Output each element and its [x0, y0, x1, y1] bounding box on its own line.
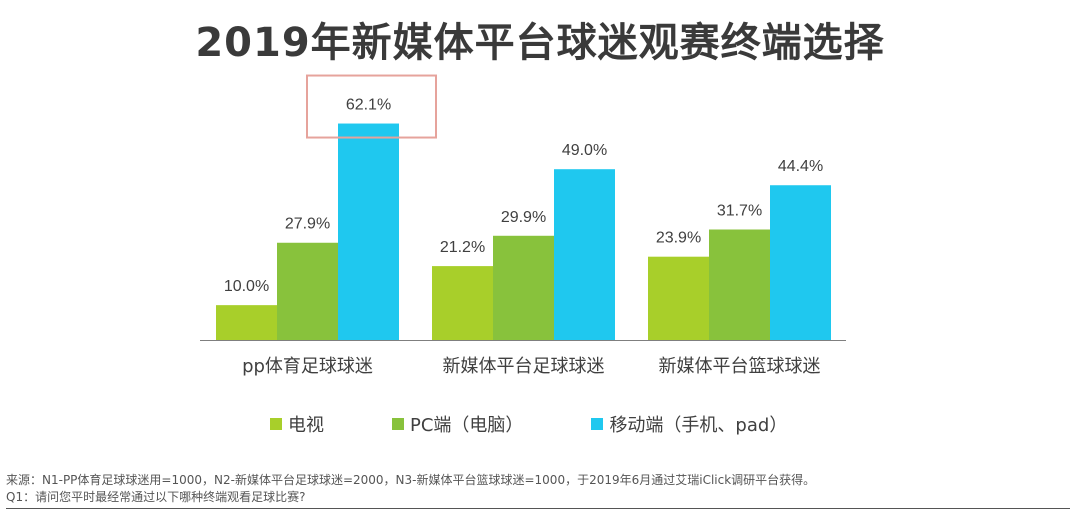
bar-pc-0	[277, 242, 338, 340]
footnote: 来源：N1-PP体育足球球迷用=1000，N2-新媒体平台足球球迷=2000，N…	[6, 472, 1074, 506]
legend: 电视 PC端（电脑） 移动端（手机、pad）	[270, 412, 855, 436]
legend-item-tv: 电视	[270, 411, 324, 437]
bar-tv-2	[648, 256, 709, 340]
bar-label-pc-1: 29.9%	[501, 209, 546, 226]
chart-title: 2019年新媒体平台球迷观赛终端选择	[195, 20, 885, 66]
bar-mobile-1	[554, 169, 615, 340]
category-label-2: 新媒体平台篮球球迷	[659, 356, 821, 377]
bar-tv-0	[216, 305, 277, 340]
footnote-question: Q1：请问您平时最经常通过以下哪种终端观看足球比赛?	[6, 490, 306, 504]
bar-pc-2	[709, 229, 770, 340]
bar-mobile-2	[770, 185, 831, 340]
bar-label-pc-0: 27.9%	[285, 216, 330, 233]
legend-label-pc: PC端（电脑）	[410, 415, 524, 436]
legend-label-mobile: 移动端（手机、pad）	[609, 415, 788, 436]
bar-label-tv-2: 23.9%	[656, 230, 701, 247]
legend-swatch-tv	[270, 418, 282, 430]
bar-label-pc-2: 31.7%	[717, 203, 762, 220]
bar-label-mobile-1: 49.0%	[562, 142, 607, 159]
bar-pc-1	[493, 235, 554, 340]
bar-label-mobile-0: 62.1%	[346, 97, 391, 114]
legend-item-pc: PC端（电脑）	[392, 411, 523, 437]
highlight-box	[306, 74, 437, 139]
bar-tv-1	[432, 266, 493, 340]
bar-label-tv-1: 21.2%	[440, 239, 485, 256]
bar-label-tv-0: 10.0%	[224, 278, 269, 295]
footnote-divider	[6, 508, 1070, 509]
bar-label-mobile-2: 44.4%	[778, 158, 823, 175]
legend-swatch-pc	[392, 418, 404, 430]
legend-label-tv: 电视	[288, 415, 324, 436]
legend-swatch-mobile	[591, 418, 604, 430]
bar-mobile-0	[338, 123, 399, 340]
legend-item-mobile: 移动端（手机、pad）	[591, 411, 787, 437]
bar-chart: 10.0% 27.9% 62.1% 21.2% 29.9% 49.0% 23.9% 31.7%…	[200, 74, 846, 377]
category-label-1: 新媒体平台足球球迷	[443, 356, 605, 377]
category-label-0: pp体育足球球迷	[242, 356, 373, 377]
footnote-source: 来源：N1-PP体育足球球迷用=1000，N2-新媒体平台足球球迷=2000，N…	[6, 473, 816, 487]
